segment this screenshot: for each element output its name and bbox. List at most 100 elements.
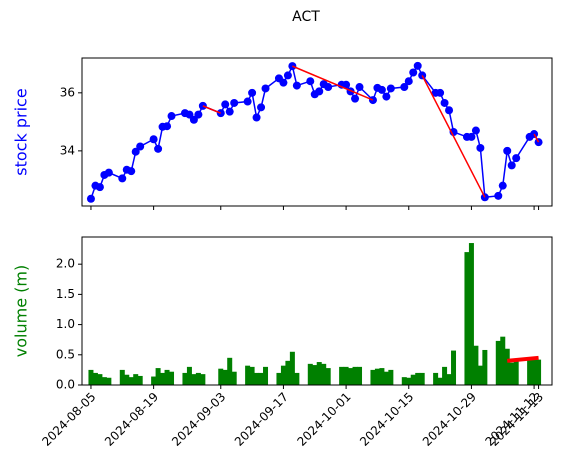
volume-bar [231, 371, 237, 385]
volume-bar [200, 374, 206, 385]
volume-bar [133, 374, 139, 385]
axes-frame [81, 236, 553, 386]
price-point [436, 88, 445, 97]
price-point [471, 126, 480, 135]
price-point [476, 143, 485, 152]
price-point [221, 100, 230, 109]
y-tick-label: 2.0 [56, 257, 75, 271]
volume-bar [276, 372, 282, 385]
volume-bar [195, 372, 201, 385]
x-tick-label: 2024-10-01 [294, 390, 353, 449]
price-point [382, 92, 391, 101]
volume-bar [536, 359, 542, 385]
volume-bar [227, 357, 233, 385]
price-point [355, 83, 364, 92]
volume-bar [191, 374, 197, 385]
volume-bar [263, 366, 269, 385]
price-point [163, 122, 172, 131]
volume-bar [316, 362, 322, 385]
price-point [118, 174, 127, 183]
price-point [400, 83, 409, 92]
volume-bar [379, 368, 385, 385]
plot-area [88, 243, 542, 385]
volume-bar [419, 372, 425, 385]
volume-bar [370, 369, 376, 385]
price-point [404, 77, 413, 86]
price-point [279, 78, 288, 87]
volume-bar [160, 372, 166, 385]
volume-bar [119, 369, 125, 385]
price-point [440, 98, 449, 107]
volume-bar [401, 377, 407, 385]
price-point [342, 80, 351, 89]
price-line [90, 63, 540, 199]
volume-bar [164, 369, 170, 385]
price-point [149, 135, 158, 144]
volume-bar [128, 377, 134, 385]
volume-bar [504, 348, 510, 385]
y-tick-label: 1.5 [56, 287, 75, 301]
volume-bar [339, 366, 345, 385]
volume-bar [218, 368, 224, 385]
price-point [324, 83, 333, 92]
x-tick-label: 2024-09-17 [232, 390, 291, 449]
price-point [154, 144, 163, 153]
price-point [351, 94, 360, 103]
price-point [127, 167, 136, 176]
price-point [194, 110, 203, 119]
volume-bar [374, 368, 380, 385]
volume-bar [468, 243, 474, 385]
price-point [261, 84, 270, 93]
volume-bar [285, 360, 291, 385]
y-tick-label: 1.0 [56, 317, 75, 331]
x-tick-label: 2024-11-13 [487, 390, 546, 449]
price-point [86, 194, 95, 203]
volume-bar [446, 374, 452, 385]
volume-bar [186, 366, 192, 385]
price-point [377, 85, 386, 94]
volume-bar [182, 372, 188, 385]
volume-bar [307, 363, 313, 385]
price-point [230, 98, 239, 107]
price-point [503, 146, 512, 155]
price-point [252, 113, 261, 122]
volume-bar [258, 372, 264, 385]
volume-bar [294, 372, 300, 385]
volume-bar [155, 368, 161, 385]
price-point [189, 115, 198, 124]
figure-title: ACT [292, 9, 320, 25]
trend-line [202, 105, 222, 114]
price-point [167, 112, 176, 121]
price-point [243, 97, 252, 106]
trend-line [292, 65, 374, 101]
volume-bar [124, 374, 130, 385]
price-point [467, 132, 476, 141]
price-point [413, 61, 422, 70]
volume-bar [383, 371, 389, 385]
price-point [104, 168, 113, 177]
volume-bar [92, 372, 98, 385]
price-point [283, 71, 292, 80]
volume-bar [343, 366, 349, 385]
trend-line [533, 133, 540, 143]
price-point [136, 142, 145, 151]
price-point [248, 88, 257, 97]
volume-bar [513, 360, 519, 385]
volume-bar [477, 365, 483, 385]
price-point [292, 81, 301, 90]
price-point [494, 191, 503, 200]
volume-bar [254, 372, 260, 385]
price-point [257, 103, 266, 112]
price-point [512, 154, 521, 163]
price-point [315, 87, 324, 96]
price-point [131, 147, 140, 156]
volume-bar [415, 372, 421, 385]
x-tick-label: 2024-08-05 [39, 390, 98, 449]
volume-bar [321, 363, 327, 385]
price-point [445, 106, 454, 115]
volume-bar [289, 351, 295, 385]
price-point [507, 161, 516, 170]
x-tick-label: 2024-08-19 [102, 390, 161, 449]
